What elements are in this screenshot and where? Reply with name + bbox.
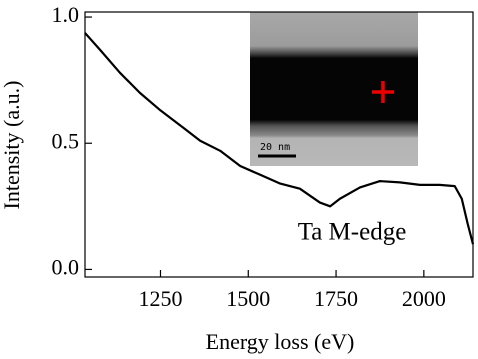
y-axis-label: Intensity (a.u.) bbox=[0, 81, 24, 210]
y-tick-label: 0.5 bbox=[52, 128, 80, 153]
y-tick-label: 1.0 bbox=[52, 2, 80, 27]
x-tick-label: 1750 bbox=[314, 286, 358, 311]
tem-image bbox=[250, 12, 418, 166]
y-tick-label: 0.0 bbox=[52, 254, 80, 279]
x-tick-label: 2000 bbox=[402, 286, 446, 311]
x-axis-label: Energy loss (eV) bbox=[206, 329, 355, 354]
inset-image: 20 nm bbox=[250, 12, 418, 166]
annotation: Ta M-edge bbox=[298, 219, 407, 246]
x-tick-label: 1250 bbox=[138, 286, 182, 311]
plot-frame bbox=[84, 11, 474, 278]
spectrum-line bbox=[84, 32, 475, 245]
scale-label: 20 nm bbox=[260, 142, 290, 153]
x-tick-label: 1500 bbox=[226, 286, 270, 311]
